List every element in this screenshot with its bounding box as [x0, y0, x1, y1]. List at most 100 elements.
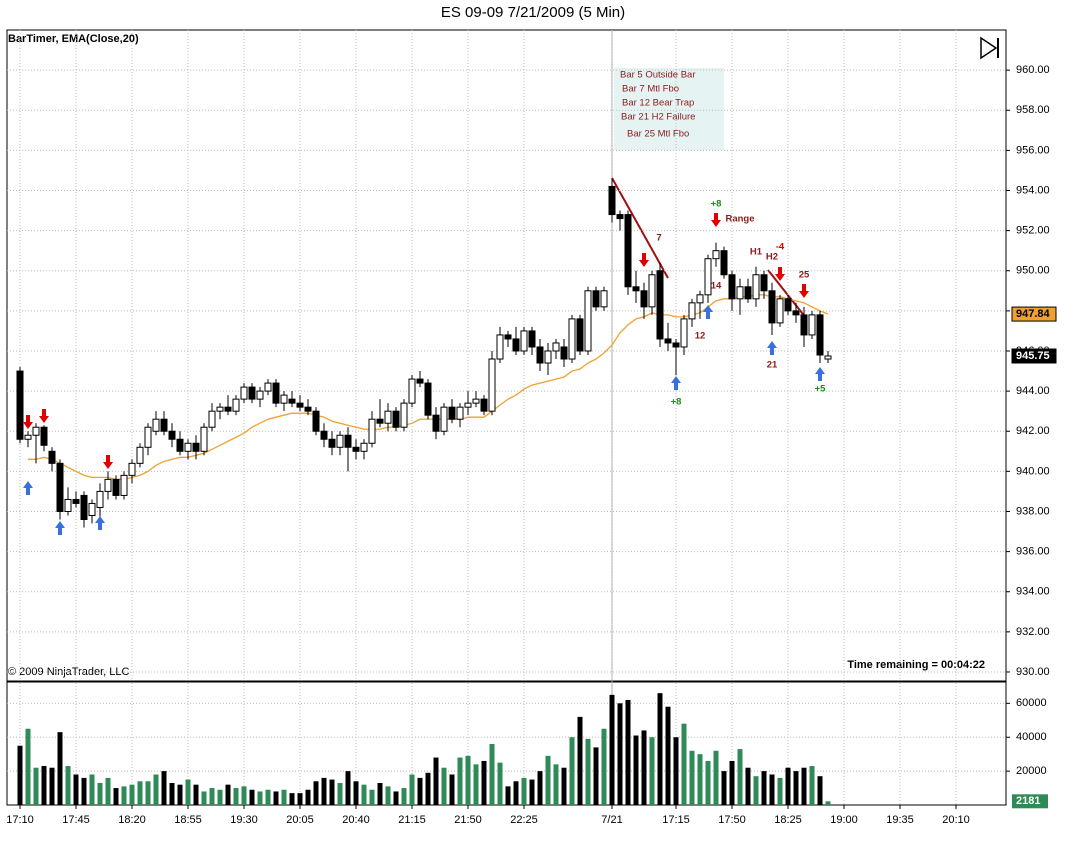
volume-bar — [113, 788, 119, 805]
candle-body — [536, 346, 544, 364]
volume-bar — [241, 786, 247, 805]
candle-body — [272, 382, 280, 404]
volume-bar — [177, 784, 183, 805]
volume-bar — [537, 771, 543, 805]
price-panel — [6, 29, 1007, 682]
candle — [768, 282, 776, 335]
candle-body — [24, 434, 32, 440]
sell-arrow — [711, 213, 721, 227]
candle — [488, 350, 496, 416]
candle — [376, 399, 384, 428]
volume-bar — [521, 777, 527, 805]
candle-body — [736, 286, 744, 300]
y-tick-label: 936.00 — [1016, 546, 1050, 558]
volume-bar — [49, 767, 55, 805]
volume-bar — [97, 782, 103, 805]
candle — [288, 391, 296, 408]
volume-bar — [569, 737, 575, 805]
candle-body — [400, 402, 408, 428]
play-triangle[interactable] — [980, 36, 998, 60]
sell-arrow — [23, 415, 33, 429]
volume-bar — [105, 777, 111, 805]
volume-bar — [41, 766, 47, 805]
candle-body — [568, 318, 576, 360]
candle — [184, 439, 192, 460]
indicator-label: BarTimer, EMA(Close,20) — [8, 33, 139, 45]
candle — [360, 439, 368, 460]
candle — [144, 423, 152, 456]
note: Bar 12 Bear Trap — [622, 98, 694, 109]
candle-body — [392, 410, 400, 428]
candle — [480, 395, 488, 416]
candle-body — [136, 446, 144, 464]
y-tick-label: 934.00 — [1016, 586, 1050, 598]
candle — [584, 286, 592, 355]
candle-body — [624, 214, 632, 288]
ema-label: 947.84 — [1016, 308, 1051, 320]
note: Bar 21 H2 Failure — [621, 112, 695, 123]
candle-body — [360, 442, 368, 452]
candle-body — [472, 398, 480, 404]
play-icon[interactable] — [980, 36, 999, 60]
volume-bar — [801, 767, 807, 805]
volume-bar — [273, 791, 279, 805]
volume-bar — [217, 789, 223, 805]
candle — [672, 338, 680, 376]
volume-bar — [321, 777, 327, 805]
candle-body — [640, 290, 648, 308]
annotation: 25 — [799, 270, 810, 281]
candle-body — [824, 355, 832, 360]
volume-bar — [433, 757, 439, 805]
candle — [256, 387, 264, 408]
volume-bar — [265, 789, 271, 805]
candle-body — [416, 378, 424, 384]
candle — [48, 447, 56, 472]
candle — [448, 399, 456, 424]
candle — [296, 395, 304, 412]
volume-bar — [145, 781, 151, 805]
candle-body — [456, 406, 464, 420]
volume-bar — [17, 745, 23, 805]
chart-title: ES 09-09 7/21/2009 (5 Min) — [441, 4, 625, 21]
annotation: Range — [725, 214, 754, 225]
candle — [784, 294, 792, 315]
y-tick-label: 952.00 — [1016, 225, 1050, 237]
candle-body — [224, 406, 232, 412]
candle-body — [792, 310, 800, 316]
candle — [152, 411, 160, 436]
x-tick-label: 17:15 — [662, 814, 690, 826]
candle — [176, 431, 184, 456]
candle — [96, 483, 104, 520]
y-tick-label: 930.00 — [1016, 666, 1050, 678]
volume-bar — [577, 716, 583, 805]
candle — [280, 391, 288, 412]
annotation: +8 — [711, 199, 722, 210]
candle-body — [648, 274, 656, 308]
candle — [24, 431, 32, 448]
candle-body — [104, 478, 112, 492]
candle-body — [160, 418, 168, 432]
candle — [248, 383, 256, 404]
volume-bar — [809, 766, 815, 805]
candle-body — [288, 398, 296, 404]
volume-bar — [489, 744, 495, 805]
candle-body — [584, 290, 592, 352]
volume-bar — [57, 732, 63, 805]
x-tick-label: 21:15 — [398, 814, 426, 826]
volume-bar — [617, 703, 623, 805]
candle — [712, 242, 720, 267]
volume-bar — [641, 730, 647, 805]
candle-body — [384, 410, 392, 424]
buy-arrow — [95, 516, 105, 530]
candle-body — [152, 418, 160, 432]
volume-bar — [385, 786, 391, 805]
volume-bar — [441, 767, 447, 805]
x-tick-label: 7/21 — [601, 814, 622, 826]
candle — [760, 270, 768, 299]
candle — [192, 435, 200, 460]
volume-bar — [649, 737, 655, 805]
candle-body — [344, 434, 352, 448]
buy-arrow — [23, 481, 33, 495]
volume-bar — [329, 779, 335, 805]
